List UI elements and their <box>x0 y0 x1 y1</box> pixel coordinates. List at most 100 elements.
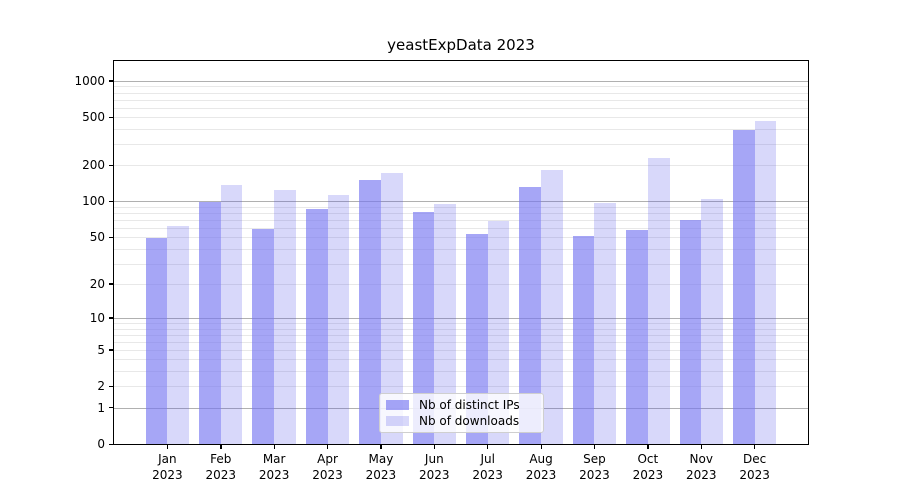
x-tick-mark <box>647 445 649 449</box>
x-tick-month: Sep <box>583 452 606 466</box>
gridline-minor <box>114 219 808 221</box>
bar-downloads <box>274 190 296 444</box>
x-tick-month: Aug <box>529 452 553 466</box>
x-tick-mark <box>380 445 382 449</box>
x-tick-year: 2023 <box>525 467 557 482</box>
bar-distinct-ips <box>305 209 328 444</box>
x-tick-label: Feb 2023 <box>189 452 253 483</box>
bar-downloads <box>167 226 190 444</box>
bar-downloads <box>541 170 563 444</box>
gridline-minor <box>114 386 808 388</box>
gridline-minor <box>114 322 808 324</box>
y-tick-label: 2 <box>97 379 105 394</box>
y-tick-label: 1000 <box>74 73 105 88</box>
gridline-minor <box>114 283 808 285</box>
gridline-minor <box>114 248 808 250</box>
y-tick-label: 5 <box>97 342 105 357</box>
x-tick-year: 2023 <box>632 467 664 482</box>
x-tick-month: Oct <box>637 452 659 466</box>
y-tick-label: 500 <box>82 110 105 125</box>
x-tick-label: Jan 2023 <box>135 452 199 483</box>
x-tick-year: 2023 <box>419 467 450 482</box>
x-tick-label: Apr 2023 <box>296 452 360 483</box>
x-tick-mark <box>273 445 275 449</box>
x-tick-month: Feb <box>210 452 232 466</box>
gridline-minor <box>114 92 808 94</box>
bar-downloads <box>647 157 670 444</box>
x-tick-mark <box>327 445 329 449</box>
gridline-minor <box>114 165 808 167</box>
y-tick-mark <box>109 349 113 351</box>
gridline-minor <box>114 263 808 265</box>
chart-title: yeastExpData 2023 <box>387 36 535 54</box>
x-tick-mark <box>593 445 596 449</box>
y-tick-mark <box>109 407 113 409</box>
y-tick-mark <box>109 200 113 203</box>
x-tick-year: 2023 <box>685 467 717 482</box>
bar-downloads <box>701 199 723 444</box>
gridline-minor <box>114 349 808 351</box>
x-tick-mark <box>166 445 169 449</box>
gridline-minor <box>114 128 808 130</box>
legend-swatch-downloads <box>386 416 409 426</box>
legend-label-distinct-ips: Nb of distinct IPs <box>419 398 520 412</box>
x-tick-mark <box>754 445 756 449</box>
bar-downloads <box>594 203 617 444</box>
x-tick-label: Jul 2023 <box>456 452 520 483</box>
bar-downloads <box>754 120 777 444</box>
gridline-minor <box>114 359 808 361</box>
x-tick-label: Jun 2023 <box>402 452 466 483</box>
x-tick-year: 2023 <box>312 467 343 482</box>
gridline-minor <box>114 107 808 109</box>
gridline-major <box>114 201 808 203</box>
y-tick-mark <box>109 80 113 82</box>
x-tick-label: Sep 2023 <box>562 452 626 483</box>
gridline-minor <box>114 213 808 215</box>
x-tick-label: Dec 2023 <box>723 452 787 483</box>
gridline-minor <box>114 227 808 229</box>
bar-distinct-ips <box>732 130 755 444</box>
x-tick-mark <box>700 445 703 449</box>
gridline-minor <box>114 86 808 88</box>
x-tick-label: Nov 2023 <box>669 452 733 483</box>
x-tick-year: 2023 <box>739 467 770 482</box>
gridline-minor <box>114 99 808 101</box>
gridline-minor <box>114 328 808 330</box>
x-tick-month: Jun <box>424 452 444 466</box>
gridline-minor <box>114 334 808 336</box>
x-tick-mark <box>540 445 542 449</box>
gridline-major <box>114 317 808 319</box>
y-tick-label: 200 <box>82 158 105 173</box>
y-tick-mark <box>109 317 113 319</box>
gridline-minor <box>114 237 808 239</box>
y-tick-mark <box>109 385 113 388</box>
gridline-minor <box>114 206 808 208</box>
bar-downloads <box>327 195 350 444</box>
x-tick-month: Apr <box>317 452 338 466</box>
y-tick-label: 100 <box>82 194 105 209</box>
legend-row-downloads: Nb of downloads <box>380 414 543 428</box>
x-tick-month: Jan <box>158 452 177 466</box>
gridline-major <box>114 80 808 82</box>
y-tick-label: 1 <box>97 400 105 415</box>
bar-distinct-ips <box>252 228 275 444</box>
y-tick-mark <box>109 443 113 445</box>
legend-swatch-distinct-ips <box>386 400 409 410</box>
x-tick-year: 2023 <box>365 467 397 482</box>
y-tick-mark <box>109 283 113 285</box>
y-tick-mark <box>109 116 113 119</box>
x-tick-year: 2023 <box>579 467 610 482</box>
gridline-minor <box>114 341 808 343</box>
gridline-minor <box>114 371 808 373</box>
bar-downloads <box>434 203 456 444</box>
y-tick-label: 0 <box>97 437 105 451</box>
legend-row-distinct-ips: Nb of distinct IPs <box>380 398 543 412</box>
y-tick-mark <box>109 164 113 167</box>
bar-distinct-ips <box>199 202 221 444</box>
y-tick-mark <box>109 236 113 239</box>
x-tick-month: May <box>368 452 394 466</box>
bar-downloads <box>220 184 243 444</box>
x-tick-year: 2023 <box>152 467 183 482</box>
x-tick-label: Aug 2023 <box>509 452 573 483</box>
